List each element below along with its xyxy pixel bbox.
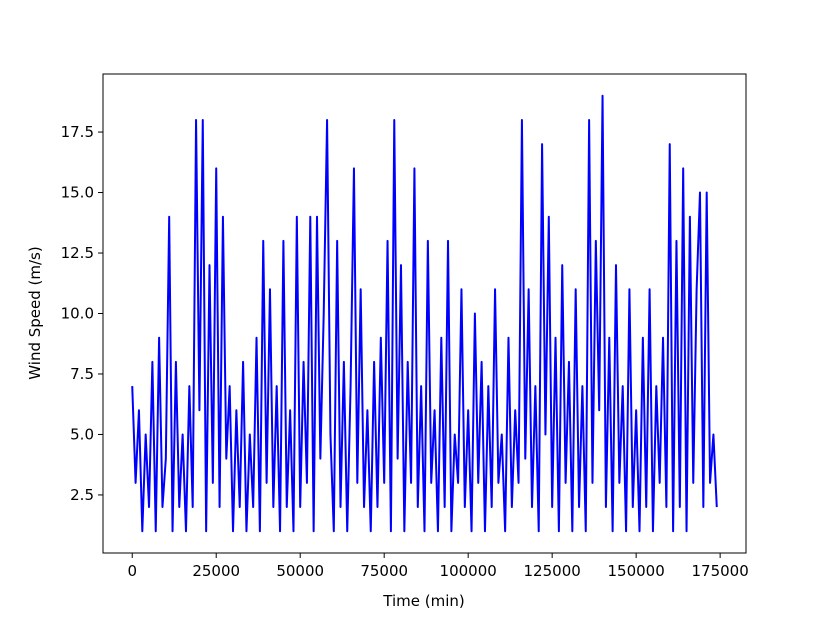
x-tick-label: 175000 (691, 562, 748, 580)
x-axis-label: Time (min) (382, 592, 464, 610)
y-tick-label: 17.5 (61, 123, 94, 141)
y-tick-label: 5.0 (70, 425, 94, 443)
y-tick-label: 2.5 (70, 486, 94, 504)
x-tick-label: 0 (127, 562, 137, 580)
y-tick-label: 12.5 (61, 244, 94, 262)
x-tick-label: 50000 (276, 562, 324, 580)
x-tick-label: 125000 (524, 562, 581, 580)
x-tick-label: 100000 (440, 562, 497, 580)
data-line (131, 94, 718, 533)
y-tick-label: 7.5 (70, 365, 94, 383)
x-tick-label: 150000 (608, 562, 665, 580)
y-axis-label: Wind Speed (m/s) (26, 246, 44, 379)
x-tick-label: 75000 (360, 562, 408, 580)
x-tick-label: 25000 (192, 562, 240, 580)
y-tick-label: 10.0 (61, 305, 94, 323)
y-tick-label: 15.0 (61, 184, 94, 202)
